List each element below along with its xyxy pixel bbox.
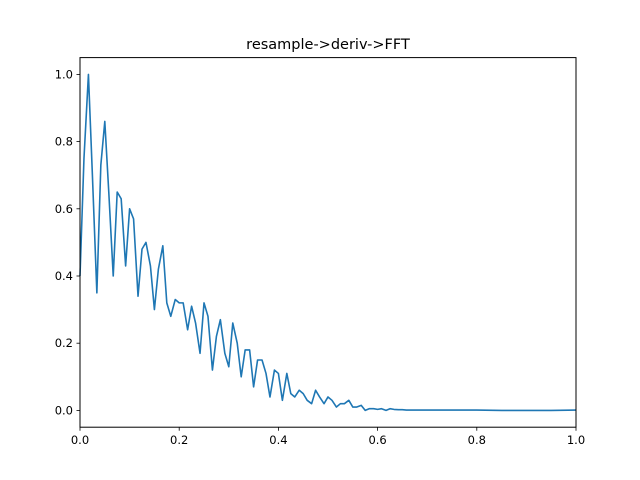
y-tick-label: 0.4 <box>55 269 73 283</box>
series-line-0 <box>79 73 577 412</box>
x-tick-label: 0.2 <box>170 433 188 447</box>
x-axis: 0.0 0.2 0.4 0.6 0.8 1.0 <box>71 427 585 447</box>
x-tick-label: 0.0 <box>71 433 89 447</box>
x-tick-label: 1.0 <box>567 433 585 447</box>
y-tick-label: 0.0 <box>55 403 73 417</box>
plot-area <box>79 73 577 412</box>
y-tick-label: 0.8 <box>55 135 73 149</box>
y-tick-label: 1.0 <box>55 67 73 81</box>
axes-frame <box>79 57 577 428</box>
chart-title: resample->deriv->FFT <box>246 37 410 53</box>
x-tick-label: 0.6 <box>368 433 386 447</box>
x-tick-label: 0.4 <box>269 433 287 447</box>
y-tick-label: 0.2 <box>55 336 73 350</box>
y-tick-label: 0.6 <box>55 202 73 216</box>
y-axis: 0.0 0.2 0.4 0.6 0.8 1.0 <box>55 67 80 417</box>
x-tick-label: 0.8 <box>468 433 486 447</box>
